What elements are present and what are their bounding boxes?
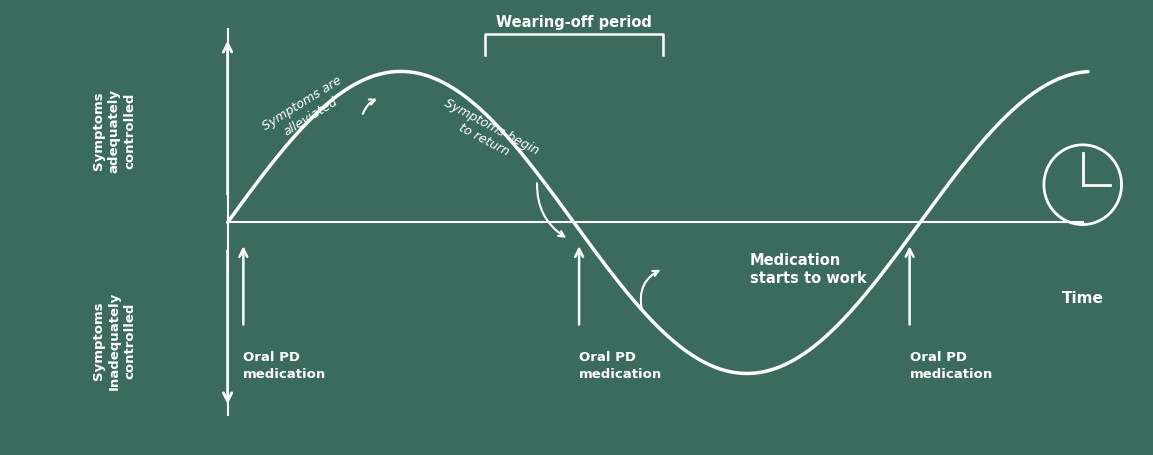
Text: Wearing-off period: Wearing-off period bbox=[496, 15, 651, 30]
Text: Symptoms
Inadequately
controlled: Symptoms Inadequately controlled bbox=[92, 291, 137, 389]
Text: Symptoms are
alleviated: Symptoms are alleviated bbox=[261, 74, 353, 146]
Text: Time: Time bbox=[1062, 291, 1103, 306]
Text: Oral PD
medication: Oral PD medication bbox=[579, 350, 662, 380]
Text: Oral PD
medication: Oral PD medication bbox=[243, 350, 326, 380]
Text: Symptoms
adequately
controlled: Symptoms adequately controlled bbox=[92, 89, 137, 173]
Text: Oral PD
medication: Oral PD medication bbox=[910, 350, 993, 380]
Text: Symptoms begin
to return: Symptoms begin to return bbox=[435, 96, 541, 170]
Text: Medication
starts to work: Medication starts to work bbox=[751, 253, 867, 285]
